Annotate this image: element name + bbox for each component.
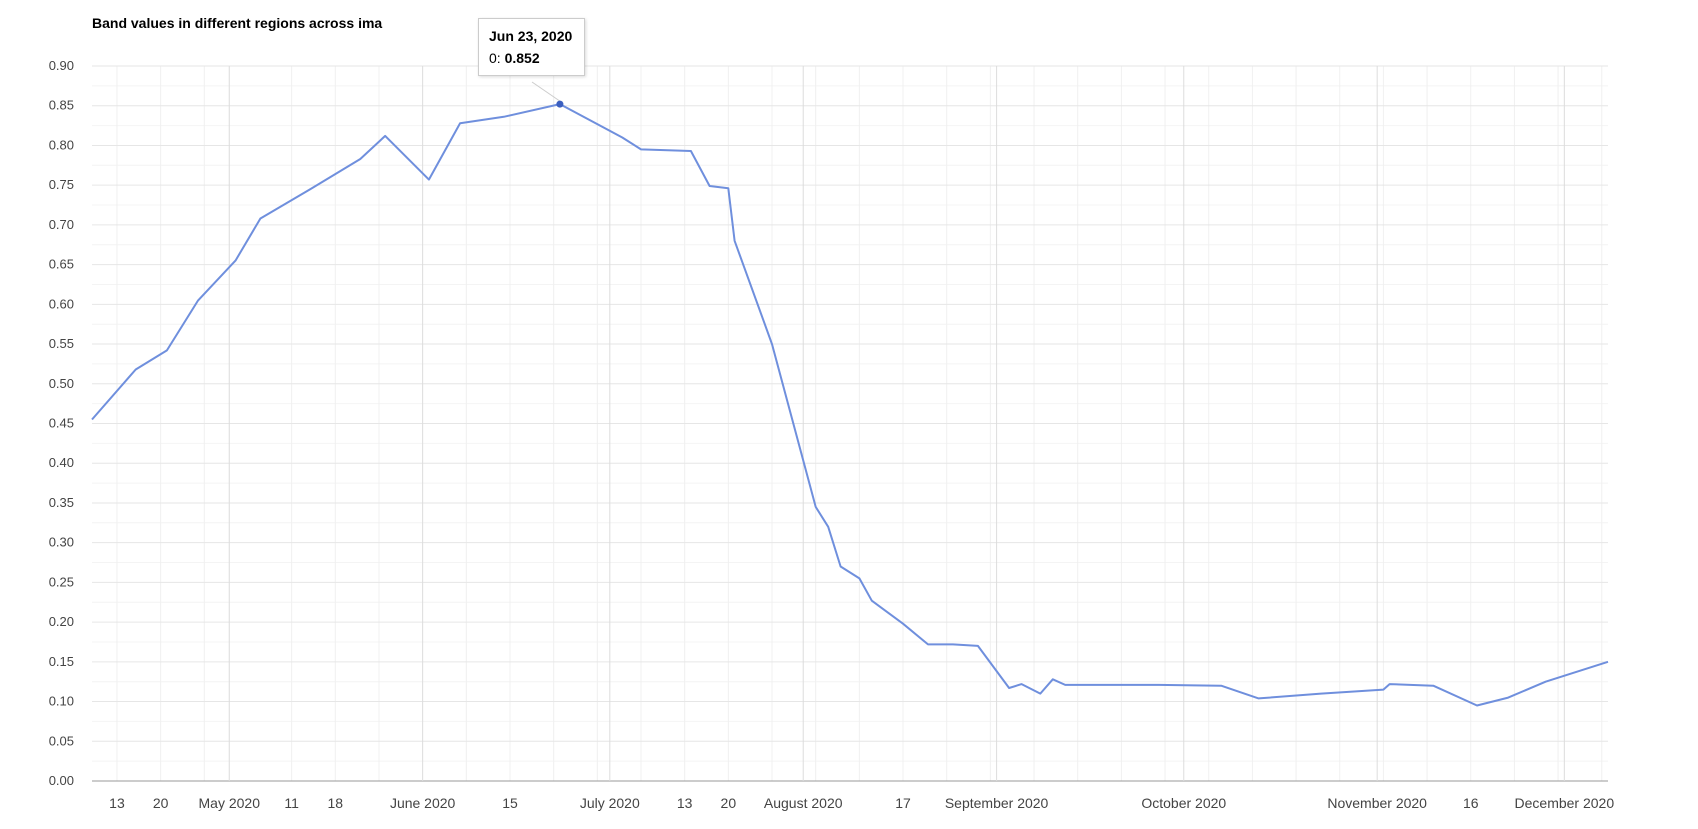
x-axis: 13 20 May 2020 11 18 June 2020 15 July 2020 13 20… bbox=[109, 795, 1614, 811]
y-tick-label: 0.25 bbox=[49, 574, 74, 589]
highlight-group bbox=[531, 81, 564, 108]
x-tick-label: May 2020 bbox=[199, 795, 261, 811]
x-tick-label: December 2020 bbox=[1515, 795, 1615, 811]
y-tick-label: 0.05 bbox=[49, 733, 74, 748]
y-tick-label: 0.00 bbox=[49, 773, 74, 788]
y-tick-label: 0.90 bbox=[49, 58, 74, 73]
y-tick-label: 0.75 bbox=[49, 177, 74, 192]
major-gridlines bbox=[92, 65, 1608, 782]
x-tick-label: 13 bbox=[677, 795, 693, 811]
x-tick-label: 17 bbox=[895, 795, 911, 811]
series-line bbox=[91, 103, 1609, 707]
y-tick-label: 0.40 bbox=[49, 455, 74, 470]
y-axis: 0.00 0.05 0.10 0.15 0.20 0.25 0.30 0.35 0.40 0.45… bbox=[49, 58, 74, 788]
tooltip-pointer bbox=[531, 81, 561, 102]
y-tick-label: 0.80 bbox=[49, 137, 74, 152]
y-tick-label: 0.10 bbox=[49, 694, 74, 709]
y-tick-label: 0.85 bbox=[49, 98, 74, 113]
tooltip: Jun 23, 2020 0: 0.852 bbox=[478, 18, 586, 76]
x-tick-label: October 2020 bbox=[1141, 795, 1226, 811]
x-tick-label: September 2020 bbox=[945, 795, 1049, 811]
y-tick-label: 0.50 bbox=[49, 376, 74, 391]
series-group bbox=[91, 103, 1609, 707]
y-tick-label: 0.65 bbox=[49, 257, 74, 272]
x-tick-label: June 2020 bbox=[390, 795, 456, 811]
x-tick-label: 18 bbox=[328, 795, 344, 811]
x-tick-label: 13 bbox=[109, 795, 125, 811]
y-tick-label: 0.15 bbox=[49, 654, 74, 669]
x-tick-label: August 2020 bbox=[764, 795, 843, 811]
x-tick-label: July 2020 bbox=[580, 795, 640, 811]
y-tick-label: 0.35 bbox=[49, 495, 74, 510]
tooltip-series-label: 0: bbox=[489, 50, 501, 66]
chart-title: Band values in different regions across … bbox=[92, 15, 383, 31]
x-tick-label: 16 bbox=[1463, 795, 1479, 811]
tooltip-date: Jun 23, 2020 bbox=[489, 28, 573, 44]
x-tick-label: 15 bbox=[502, 795, 518, 811]
x-tick-label: 11 bbox=[284, 795, 299, 811]
tooltip-value: 0.852 bbox=[504, 50, 540, 66]
y-tick-label: 0.20 bbox=[49, 614, 74, 629]
x-tick-label: November 2020 bbox=[1327, 795, 1427, 811]
y-tick-label: 0.60 bbox=[49, 296, 74, 311]
y-tick-label: 0.70 bbox=[49, 217, 74, 232]
x-tick-label: 20 bbox=[721, 795, 737, 811]
tooltip-row: 0: 0.852 bbox=[489, 50, 572, 66]
y-tick-label: 0.30 bbox=[49, 535, 74, 550]
y-tick-label: 0.45 bbox=[49, 416, 74, 431]
highlight-point bbox=[556, 100, 564, 108]
x-tick-label: 20 bbox=[153, 795, 169, 811]
y-tick-label: 0.55 bbox=[49, 336, 74, 351]
